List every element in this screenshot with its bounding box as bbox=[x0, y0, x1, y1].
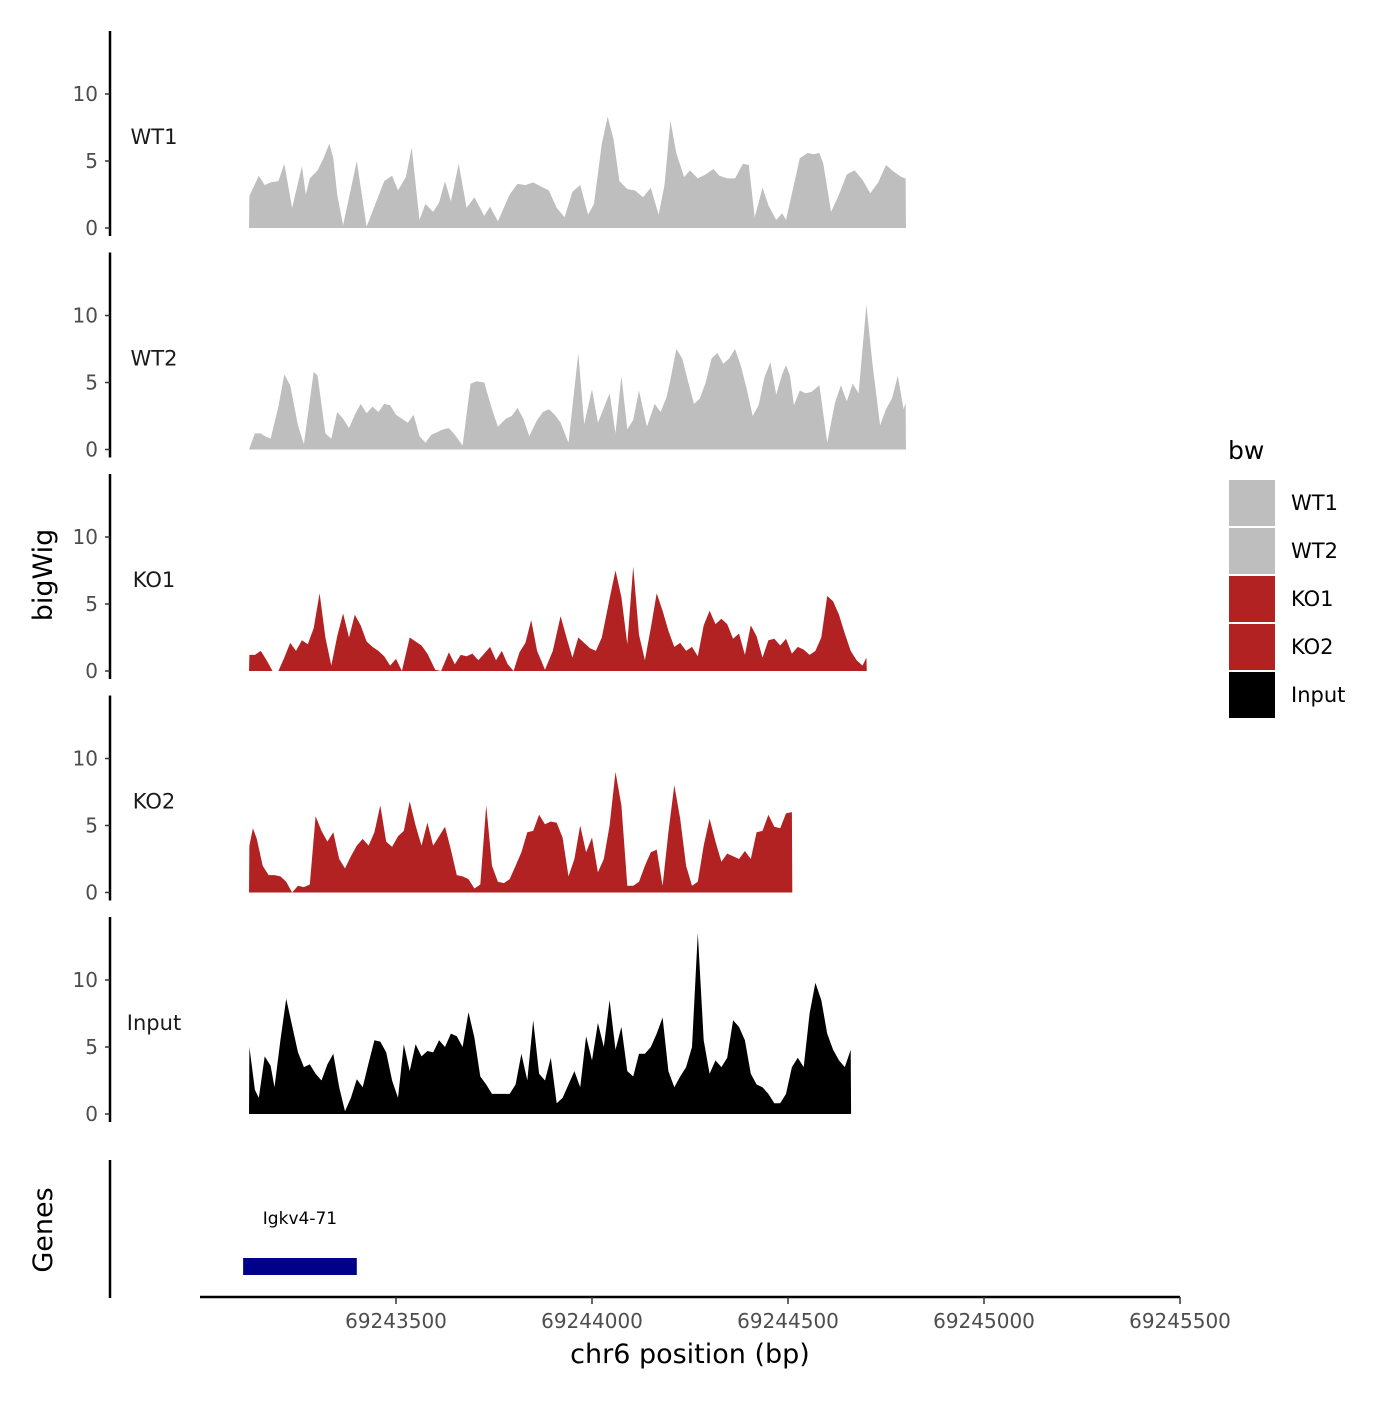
y-axis-title: bigWig bbox=[28, 529, 59, 622]
y-tick-label-wt2-10: 10 bbox=[73, 304, 98, 328]
y-tick-label-wt1-0: 0 bbox=[85, 216, 98, 240]
area-input bbox=[249, 933, 852, 1114]
y-tick-label-input-0: 0 bbox=[85, 1102, 98, 1126]
gene-body-igkv4-71 bbox=[243, 1258, 357, 1275]
gene-label-igkv4-71: Igkv4-71 bbox=[263, 1209, 337, 1229]
legend-label-ko2: KO2 bbox=[1291, 635, 1334, 659]
y-tick-label-ko2-0: 0 bbox=[85, 881, 98, 905]
legend-label-input: Input bbox=[1291, 683, 1345, 707]
track-label-ko1: KO1 bbox=[133, 568, 176, 592]
track-label-wt1: WT1 bbox=[131, 125, 178, 149]
y-tick-label-input-10: 10 bbox=[73, 968, 98, 992]
legend-key-input bbox=[1229, 672, 1275, 718]
y-tick-label-wt2-5: 5 bbox=[85, 371, 98, 395]
legend-key-wt1 bbox=[1229, 480, 1275, 526]
area-ko2 bbox=[249, 771, 793, 893]
y-tick-label-ko1-10: 10 bbox=[73, 525, 98, 549]
y-tick-label-ko1-5: 5 bbox=[85, 592, 98, 616]
area-ko1 bbox=[249, 566, 867, 671]
x-tick-label-69244000: 69244000 bbox=[541, 1309, 643, 1333]
x-tick-label-69245000: 69245000 bbox=[933, 1309, 1035, 1333]
track-label-ko2: KO2 bbox=[133, 790, 176, 814]
x-axis-title: chr6 position (bp) bbox=[570, 1339, 810, 1370]
y-tick-label-ko1-0: 0 bbox=[85, 659, 98, 683]
legend-label-wt2: WT2 bbox=[1291, 539, 1338, 563]
x-tick-label-69243500: 69243500 bbox=[345, 1309, 447, 1333]
track-label-input: Input bbox=[127, 1011, 181, 1035]
legend-title: bw bbox=[1228, 436, 1264, 465]
y-tick-label-wt1-10: 10 bbox=[73, 82, 98, 106]
genes-axis-title: Genes bbox=[28, 1187, 59, 1272]
x-tick-label-69244500: 69244500 bbox=[737, 1309, 839, 1333]
legend-key-ko1 bbox=[1229, 576, 1275, 622]
y-tick-label-wt2-0: 0 bbox=[85, 438, 98, 462]
area-wt2 bbox=[249, 304, 906, 450]
legend-key-wt2 bbox=[1229, 528, 1275, 574]
legend-label-ko1: KO1 bbox=[1291, 587, 1334, 611]
legend-key-ko2 bbox=[1229, 624, 1275, 670]
legend-label-wt1: WT1 bbox=[1291, 491, 1338, 515]
track-label-wt2: WT2 bbox=[131, 347, 178, 371]
x-tick-label-69245500: 69245500 bbox=[1129, 1309, 1231, 1333]
area-wt1 bbox=[249, 116, 906, 228]
y-tick-label-wt1-5: 5 bbox=[85, 149, 98, 173]
y-tick-label-ko2-5: 5 bbox=[85, 814, 98, 838]
y-tick-label-input-5: 5 bbox=[85, 1035, 98, 1059]
y-tick-label-ko2-10: 10 bbox=[73, 747, 98, 771]
